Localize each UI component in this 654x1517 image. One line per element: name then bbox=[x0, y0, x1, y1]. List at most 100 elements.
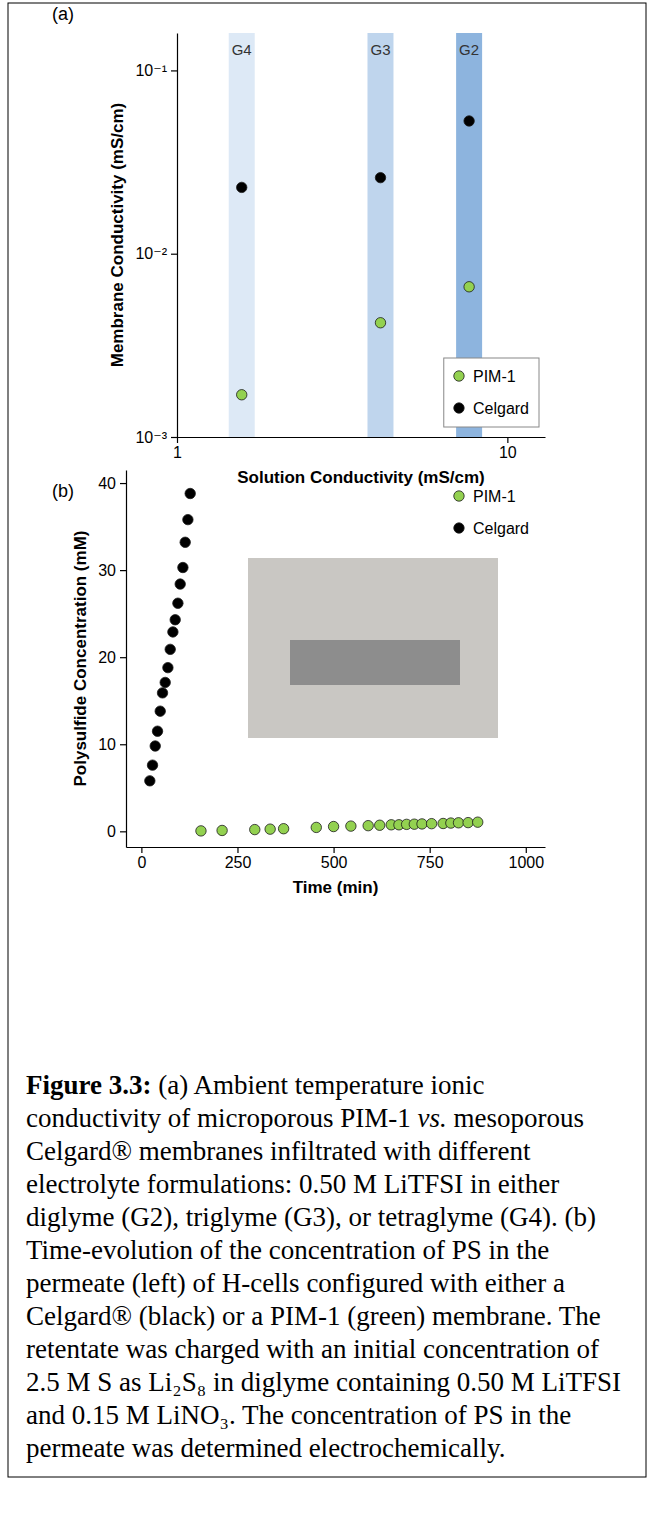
caption-text: (G3), bbox=[277, 1202, 341, 1232]
caption-text: diglyme bbox=[234, 1367, 329, 1397]
caption-text: a bbox=[244, 1301, 263, 1331]
axis-line bbox=[126, 471, 127, 848]
tick-mark bbox=[171, 70, 177, 71]
y-axis: 0 10 20 30 40 bbox=[98, 471, 126, 848]
caption-text: 0.50 bbox=[450, 1367, 504, 1397]
caption-line: Celgard® (black) or a PIM-1 (green) memb… bbox=[26, 1301, 601, 1331]
caption-line: Figure 3.3: (a) Ambient temperature ioni… bbox=[26, 1070, 484, 1100]
tick: 10 bbox=[499, 437, 517, 461]
data-point bbox=[185, 488, 195, 498]
data-point bbox=[363, 820, 373, 830]
caption-text: infiltrated bbox=[263, 1136, 377, 1166]
data-point bbox=[157, 688, 167, 698]
tick-label: 0 bbox=[137, 854, 146, 871]
tick-label: 10 bbox=[98, 736, 116, 753]
caption-text: PIM-1 bbox=[333, 1103, 410, 1133]
caption-line: 2.5 M S as Li₂S₈ in diglyme containing 0… bbox=[26, 1367, 621, 1397]
band-label: G2 bbox=[459, 41, 479, 58]
x-axis: 1 10 bbox=[173, 437, 545, 461]
tick-label: 30 bbox=[98, 562, 116, 579]
caption-text: 0.15 bbox=[65, 1400, 119, 1430]
x-axis-title: Solution Conductivity (mS/cm) bbox=[237, 468, 484, 487]
caption-text: Celgard® bbox=[26, 1136, 132, 1166]
x-axis: 0 250 500 750 1000 bbox=[127, 847, 546, 871]
caption-text: M bbox=[504, 1367, 535, 1397]
tick-label: 750 bbox=[417, 854, 444, 871]
caption-text: of bbox=[161, 1103, 190, 1133]
caption-text: an bbox=[314, 1334, 347, 1364]
legend-box bbox=[444, 358, 539, 427]
caption-text: the bbox=[222, 1235, 262, 1265]
tick: 1000 bbox=[508, 847, 544, 871]
band-label: G4 bbox=[232, 41, 252, 58]
tick-label: 500 bbox=[321, 854, 348, 871]
caption-text: H-cells bbox=[215, 1268, 300, 1298]
caption-text: the bbox=[531, 1400, 571, 1430]
data-point bbox=[453, 818, 463, 828]
caption-line: Celgard® membranes infiltrated with diff… bbox=[26, 1136, 531, 1166]
plot-area bbox=[145, 488, 483, 836]
tick: 0 bbox=[137, 847, 146, 871]
tick-label: 40 bbox=[98, 475, 116, 492]
caption-text: the bbox=[510, 1235, 550, 1265]
tick: 30 bbox=[98, 562, 126, 579]
caption-text: temperature bbox=[288, 1070, 424, 1100]
data-point bbox=[346, 821, 356, 831]
caption-text: membranes bbox=[132, 1136, 263, 1166]
tick-mark bbox=[120, 831, 126, 832]
caption-text: Time-evolution bbox=[26, 1235, 194, 1265]
data-point bbox=[311, 822, 321, 832]
tick-label: 1 bbox=[173, 444, 182, 461]
tick: 500 bbox=[321, 847, 348, 871]
caption-text: membrane. bbox=[425, 1301, 552, 1331]
legend-label: PIM-1 bbox=[473, 488, 516, 505]
caption-text: Figure bbox=[26, 1070, 102, 1100]
tick-label: 0 bbox=[107, 823, 116, 840]
caption-text: Ambient bbox=[188, 1070, 288, 1100]
caption-text: charged bbox=[168, 1334, 260, 1364]
data-point bbox=[473, 817, 483, 827]
tick-label: 10⁻² bbox=[135, 245, 167, 262]
caption-text: electrochemically. bbox=[302, 1433, 506, 1463]
data-point bbox=[150, 741, 160, 751]
panel-label: (b) bbox=[52, 481, 74, 501]
band bbox=[229, 33, 255, 437]
caption-text: 0.50 bbox=[292, 1169, 346, 1199]
data-point bbox=[328, 821, 338, 831]
data-point bbox=[464, 116, 474, 126]
data-point bbox=[170, 615, 180, 625]
tick-label: 10⁻³ bbox=[135, 429, 167, 446]
tick: 20 bbox=[98, 649, 126, 666]
caption-text: containing bbox=[329, 1367, 450, 1397]
data-point bbox=[426, 818, 436, 828]
data-point bbox=[217, 825, 227, 835]
data-point bbox=[237, 182, 247, 192]
caption-text: electrolyte bbox=[26, 1169, 140, 1199]
tick: 0 bbox=[107, 823, 126, 840]
axis-line bbox=[178, 437, 546, 438]
caption-text: concentration bbox=[262, 1235, 416, 1265]
data-point bbox=[464, 282, 474, 292]
tick-mark bbox=[120, 570, 126, 571]
tick-mark bbox=[171, 254, 177, 255]
caption-text: (b) bbox=[558, 1202, 596, 1232]
tick: 750 bbox=[417, 847, 444, 871]
data-point bbox=[155, 706, 165, 716]
tick-label: 250 bbox=[225, 854, 252, 871]
caption-text: different bbox=[431, 1136, 531, 1166]
caption-text: concentration bbox=[416, 1334, 570, 1364]
caption-text: Li₂S₈ bbox=[142, 1367, 207, 1397]
caption-text: permeate bbox=[26, 1433, 125, 1463]
axis-line bbox=[177, 34, 178, 438]
photo-inset-cell bbox=[290, 640, 460, 685]
x-axis-title: Time (min) bbox=[293, 878, 379, 897]
caption-text: M bbox=[346, 1169, 377, 1199]
caption-text: either bbox=[491, 1169, 559, 1199]
caption-line: permeate (left) of H-cells configured wi… bbox=[26, 1268, 565, 1298]
caption-text: and bbox=[26, 1400, 65, 1430]
tick-mark bbox=[120, 483, 126, 484]
caption-text: of bbox=[186, 1268, 215, 1298]
tick-mark bbox=[120, 657, 126, 658]
caption-text: concentration bbox=[284, 1400, 438, 1430]
tick-label: 10 bbox=[499, 444, 517, 461]
